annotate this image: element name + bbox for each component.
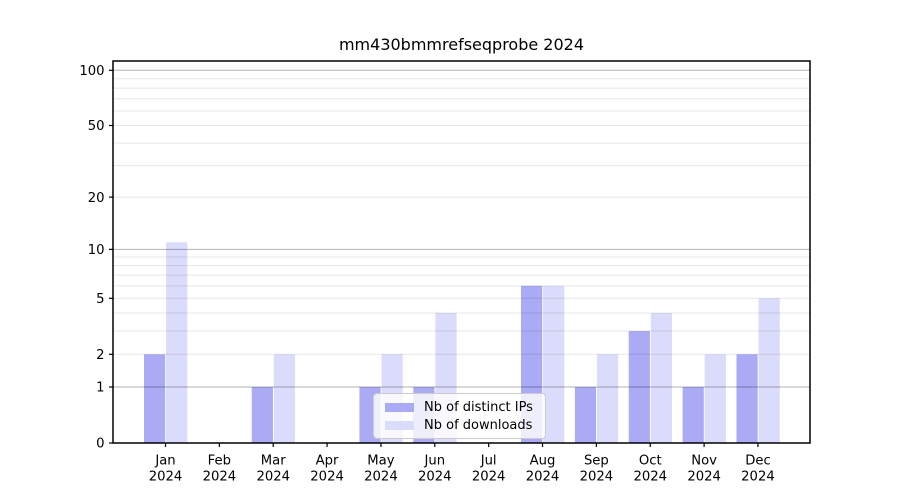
legend-item-downloads: Nb of downloads: [385, 417, 545, 434]
x-tick-label-month-feb: Feb: [208, 454, 231, 469]
y-tick-label-10: 10: [88, 243, 105, 258]
x-tick-label-year-sep: 2024: [580, 470, 614, 485]
x-tick-label-month-may: May: [367, 454, 394, 469]
bar-downloads-aug: [543, 285, 565, 443]
legend-swatch-downloads: [385, 420, 414, 430]
x-tick-label-month-dec: Dec: [745, 454, 771, 469]
bar-downloads-dec: [758, 298, 780, 443]
x-tick-label-month-sep: Sep: [584, 454, 609, 469]
bar-downloads-nov: [704, 354, 726, 443]
y-tick-label-1: 1: [96, 381, 104, 396]
bar-downloads-sep: [596, 354, 619, 443]
bar-ips-dec: [736, 354, 758, 443]
x-tick-label-month-nov: Nov: [691, 454, 717, 469]
y-tick-label-100: 100: [79, 64, 104, 79]
x-tick-label-year-dec: 2024: [741, 470, 775, 485]
x-tick-label-month-jan: Jan: [154, 454, 175, 469]
x-tick-label-year-may: 2024: [364, 470, 398, 485]
x-tick-label-year-nov: 2024: [687, 470, 721, 485]
x-tick-label-year-jan: 2024: [149, 470, 183, 485]
x-tick-label-year-jul: 2024: [472, 470, 506, 485]
y-tick-label-5: 5: [96, 292, 104, 307]
bar-downloads-mar: [273, 354, 296, 443]
x-tick-label-month-jul: Jul: [480, 454, 497, 469]
y-tick-label-50: 50: [88, 119, 105, 134]
x-tick-label-month-oct: Oct: [639, 454, 662, 469]
x-tick-label-year-oct: 2024: [633, 470, 667, 485]
bar-downloads-jan: [166, 242, 188, 443]
bar-downloads-oct: [650, 313, 673, 443]
plot-border: [112, 60, 811, 444]
x-tick-label-year-apr: 2024: [310, 470, 344, 485]
chart-legend: Nb of distinct IPs Nb of downloads: [373, 393, 546, 439]
legend-item-distinct-ips: Nb of distinct IPs: [385, 399, 545, 416]
x-tick-label-year-mar: 2024: [256, 470, 290, 485]
legend-label-distinct-ips: Nb of distinct IPs: [424, 399, 533, 415]
x-tick-label-month-jun: Jun: [423, 454, 445, 469]
bar-ips-sep: [574, 387, 597, 443]
x-tick-label-year-jun: 2024: [418, 470, 452, 485]
bar-ips-jan: [144, 354, 166, 443]
bar-ips-mar: [251, 387, 273, 443]
legend-swatch-distinct-ips: [385, 402, 414, 412]
y-tick-label-0: 0: [96, 437, 104, 452]
x-tick-label-year-aug: 2024: [526, 470, 560, 485]
bar-ips-oct: [628, 331, 650, 443]
x-tick-label-year-feb: 2024: [203, 470, 237, 485]
legend-label-downloads: Nb of downloads: [424, 417, 533, 433]
x-tick-label-month-apr: Apr: [316, 454, 339, 469]
x-tick-label-month-mar: Mar: [261, 454, 286, 469]
bar-ips-nov: [682, 387, 704, 443]
chart-title: mm430bmmrefseqprobe 2024: [338, 35, 585, 54]
x-tick-label-month-aug: Aug: [530, 454, 556, 469]
y-tick-label-2: 2: [96, 348, 104, 363]
y-tick-label-20: 20: [88, 191, 105, 206]
